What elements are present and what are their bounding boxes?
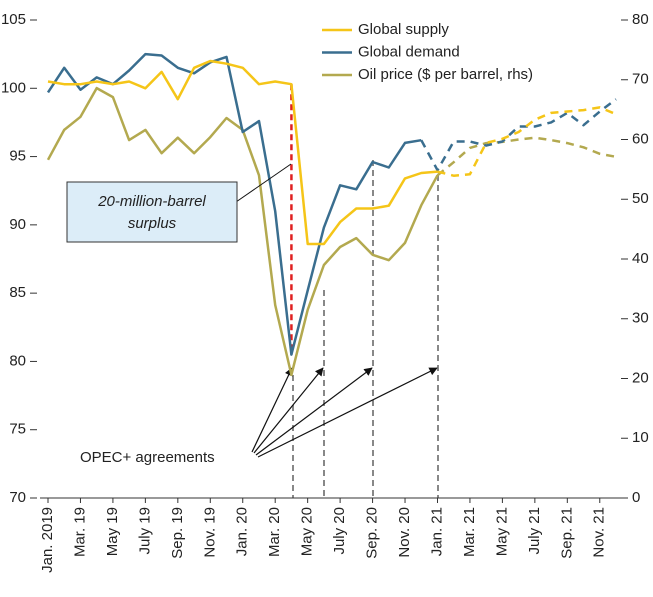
legend-label: Global demand [358, 43, 460, 60]
x-tick-label: Sep. 20 [364, 507, 381, 559]
y2-tick-label: 0 [632, 489, 640, 506]
y2-tick-label: 60 [632, 130, 649, 147]
x-tick-label: Jan. 2019 [39, 507, 56, 573]
x-tick-label: Mar. 19 [71, 507, 88, 557]
y2-tick-label: 70 [632, 71, 649, 88]
x-tick-label: Sep. 19 [169, 507, 186, 559]
y-tick-label: 80 [9, 352, 26, 369]
series-line [437, 106, 617, 177]
y2-tick-label: 30 [632, 310, 649, 327]
x-tick-label: July 19 [136, 507, 153, 555]
legend-label: Oil price ($ per barrel, rhs) [358, 66, 533, 83]
y-tick-label: 105 [1, 11, 26, 28]
x-tick-label: Nov. 21 [591, 507, 608, 558]
y-tick-label: 85 [9, 284, 26, 301]
y2-tick-label: 50 [632, 190, 649, 207]
y-tick-label: 90 [9, 216, 26, 233]
opec-arrows [251, 367, 438, 458]
x-tick-label: July 20 [331, 507, 348, 555]
opec-vlines [292, 160, 439, 498]
y-tick-label: 95 [9, 148, 26, 165]
x-tick-label: Jan. 21 [428, 507, 445, 556]
surplus-box [66, 181, 238, 243]
y2-tick-label: 40 [632, 250, 649, 267]
x-tick-label: Sep. 21 [558, 507, 575, 559]
y-tick-label: 100 [1, 79, 26, 96]
arrow [253, 367, 324, 454]
x-tick-label: Nov. 19 [201, 507, 218, 558]
x-tick-label: May 21 [493, 507, 510, 556]
legend-label: Global supply [358, 21, 449, 38]
y2-tick-label: 80 [632, 11, 649, 28]
x-tick-label: July 21 [526, 507, 543, 555]
y2-tick-label: 20 [632, 369, 649, 386]
box-pointer [235, 163, 292, 203]
arrow [255, 367, 373, 456]
arrow [257, 367, 438, 458]
y-tick-label: 70 [9, 489, 26, 506]
series-line [436, 136, 617, 177]
surplus-text: 20-million-barrel [97, 193, 206, 210]
opec-label: OPEC+ agreements [80, 449, 215, 466]
plot [46, 52, 617, 377]
surplus-text: surplus [128, 215, 177, 232]
x-tick-label: Mar. 21 [461, 507, 478, 557]
x-tick-label: May 20 [299, 507, 316, 556]
x-tick-label: Mar. 20 [266, 507, 283, 557]
y-tick-label: 75 [9, 421, 26, 438]
y2-tick-label: 10 [632, 429, 649, 446]
x-tick-label: Jan. 20 [234, 507, 251, 556]
arrow [251, 367, 293, 453]
x-tick-label: May 19 [104, 507, 121, 556]
series-line [420, 98, 617, 172]
x-tick-label: Nov. 20 [396, 507, 413, 558]
series-line [47, 59, 438, 246]
